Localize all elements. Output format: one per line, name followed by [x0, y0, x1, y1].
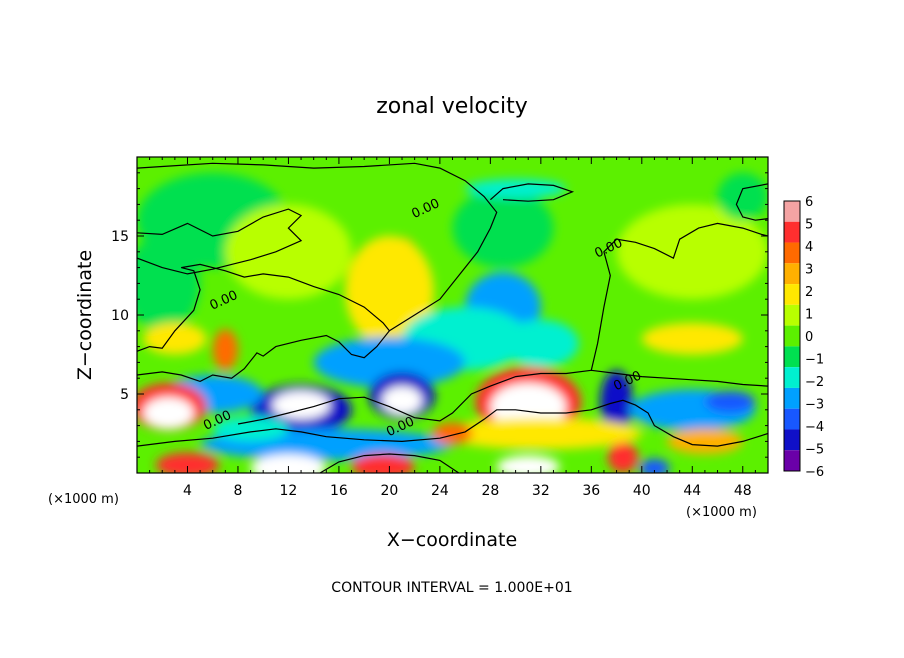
x-tick-label-9: 40	[633, 483, 651, 499]
field-cell-34	[351, 454, 415, 473]
colorbar-frame	[783, 200, 801, 472]
contour-line-1	[137, 263, 391, 383]
colorbar-cell-2	[784, 242, 800, 264]
colorbar-cell-8	[784, 367, 800, 388]
field-cell-20	[212, 329, 238, 371]
field-cell-4	[225, 204, 352, 300]
y-tick-label-2: 15	[111, 229, 129, 245]
y-tick-label-1: 10	[111, 308, 129, 324]
colorbar-cell-1	[784, 221, 800, 243]
contour-line-2	[137, 162, 498, 332]
field-cell-25	[607, 441, 639, 473]
y-axis: 5 10 15	[111, 172, 768, 458]
x-tick-label-0: 4	[183, 483, 192, 499]
x-tick-label-8: 36	[582, 483, 600, 499]
x-tick-label-3: 16	[330, 483, 348, 499]
x-tick-label-5: 24	[431, 483, 449, 499]
colorbar-cell-11	[784, 429, 800, 451]
field-cell-19	[143, 397, 194, 429]
field-cell-35	[496, 455, 560, 473]
colorbar-label-5: 1	[805, 308, 813, 323]
chart-title: zonal velocity	[376, 94, 528, 119]
velocity-field	[137, 172, 768, 473]
colorbar-label-2: 4	[805, 240, 813, 255]
colorbar-label-3: 3	[805, 263, 813, 278]
field-cell-29	[667, 428, 743, 455]
x-tick-label-11: 48	[734, 483, 752, 499]
y-tick-label-0: 5	[120, 387, 129, 403]
colorbar-label-4: 2	[805, 285, 813, 300]
x-tick-label-4: 20	[380, 483, 398, 499]
field-cell-12	[502, 319, 579, 368]
colorbar-cell-3	[784, 263, 800, 285]
colorbar-label-10: −4	[805, 420, 824, 435]
colorbar: 6 5 4 3 2 1 0 −1 −2 −3 −4 −5 −6	[783, 195, 824, 480]
x-tick-label-7: 32	[532, 483, 550, 499]
colorbar-label-11: −5	[805, 443, 824, 458]
plot-area: 0.000.000.000.000.00 0.00	[136, 156, 769, 474]
colorbar-label-12: −6	[805, 465, 824, 480]
x-tick-label-10: 44	[683, 483, 701, 499]
field-cell-38	[432, 422, 473, 445]
colorbar-cell-0	[784, 201, 800, 222]
field-cell-14	[272, 390, 331, 420]
field-cell-27	[704, 390, 756, 413]
contour-line-8	[319, 453, 460, 473]
contour-line-5	[735, 183, 768, 221]
colorbar-cell-10	[784, 408, 800, 430]
field-cell-6	[465, 179, 567, 199]
contour-line-6	[237, 369, 768, 425]
x-axis-unit-left: (×1000 m)	[48, 492, 119, 507]
field-cell-32	[250, 454, 327, 473]
field-cell-5	[452, 188, 554, 268]
colorbar-cell-5	[784, 304, 800, 326]
contour-lines	[137, 162, 768, 473]
y-axis-label: Z−coordinate	[74, 250, 96, 380]
field-cell-21	[143, 322, 207, 355]
colorbar-label-9: −3	[805, 398, 824, 413]
contour-interval-note: CONTOUR INTERVAL = 1.000E+01	[331, 580, 572, 596]
colorbar-cell-7	[784, 346, 800, 368]
colorbar-label-1: 5	[805, 218, 813, 233]
field-cell-16	[381, 386, 423, 415]
x-tick-label-1: 8	[233, 483, 242, 499]
contour-line-4	[590, 222, 768, 371]
field-cell-3	[137, 236, 201, 331]
x-axis: 4 8 12 16 20 24 28 32 36 40 44 48	[149, 157, 756, 499]
field-cell-11	[313, 337, 466, 388]
colorbar-cell-4	[784, 284, 800, 305]
field-cell-31	[439, 417, 642, 450]
field-cell-36	[639, 458, 670, 473]
colorbar-label-7: −1	[805, 353, 824, 368]
field-cell-28	[641, 322, 743, 355]
contour-line-0	[137, 208, 303, 275]
field-cell-7	[616, 204, 768, 300]
field-cell-1	[345, 235, 434, 347]
field-cell-33	[155, 452, 220, 473]
contour-line-3	[490, 183, 575, 202]
x-tick-label-2: 12	[280, 483, 298, 499]
contour-line-7	[137, 399, 768, 447]
colorbar-label-6: 0	[805, 330, 813, 345]
colorbar-cell-9	[784, 387, 800, 409]
field-cell-8	[717, 172, 768, 221]
colorbar-label-8: −2	[805, 375, 824, 390]
colorbar-cell-6	[784, 325, 800, 347]
colorbar-cell-12	[784, 450, 800, 471]
x-axis-unit-right: (×1000 m)	[686, 505, 757, 520]
colorbar-label-0: 6	[805, 195, 813, 210]
x-tick-label-6: 28	[481, 483, 499, 499]
x-axis-label: X−coordinate	[387, 529, 517, 551]
